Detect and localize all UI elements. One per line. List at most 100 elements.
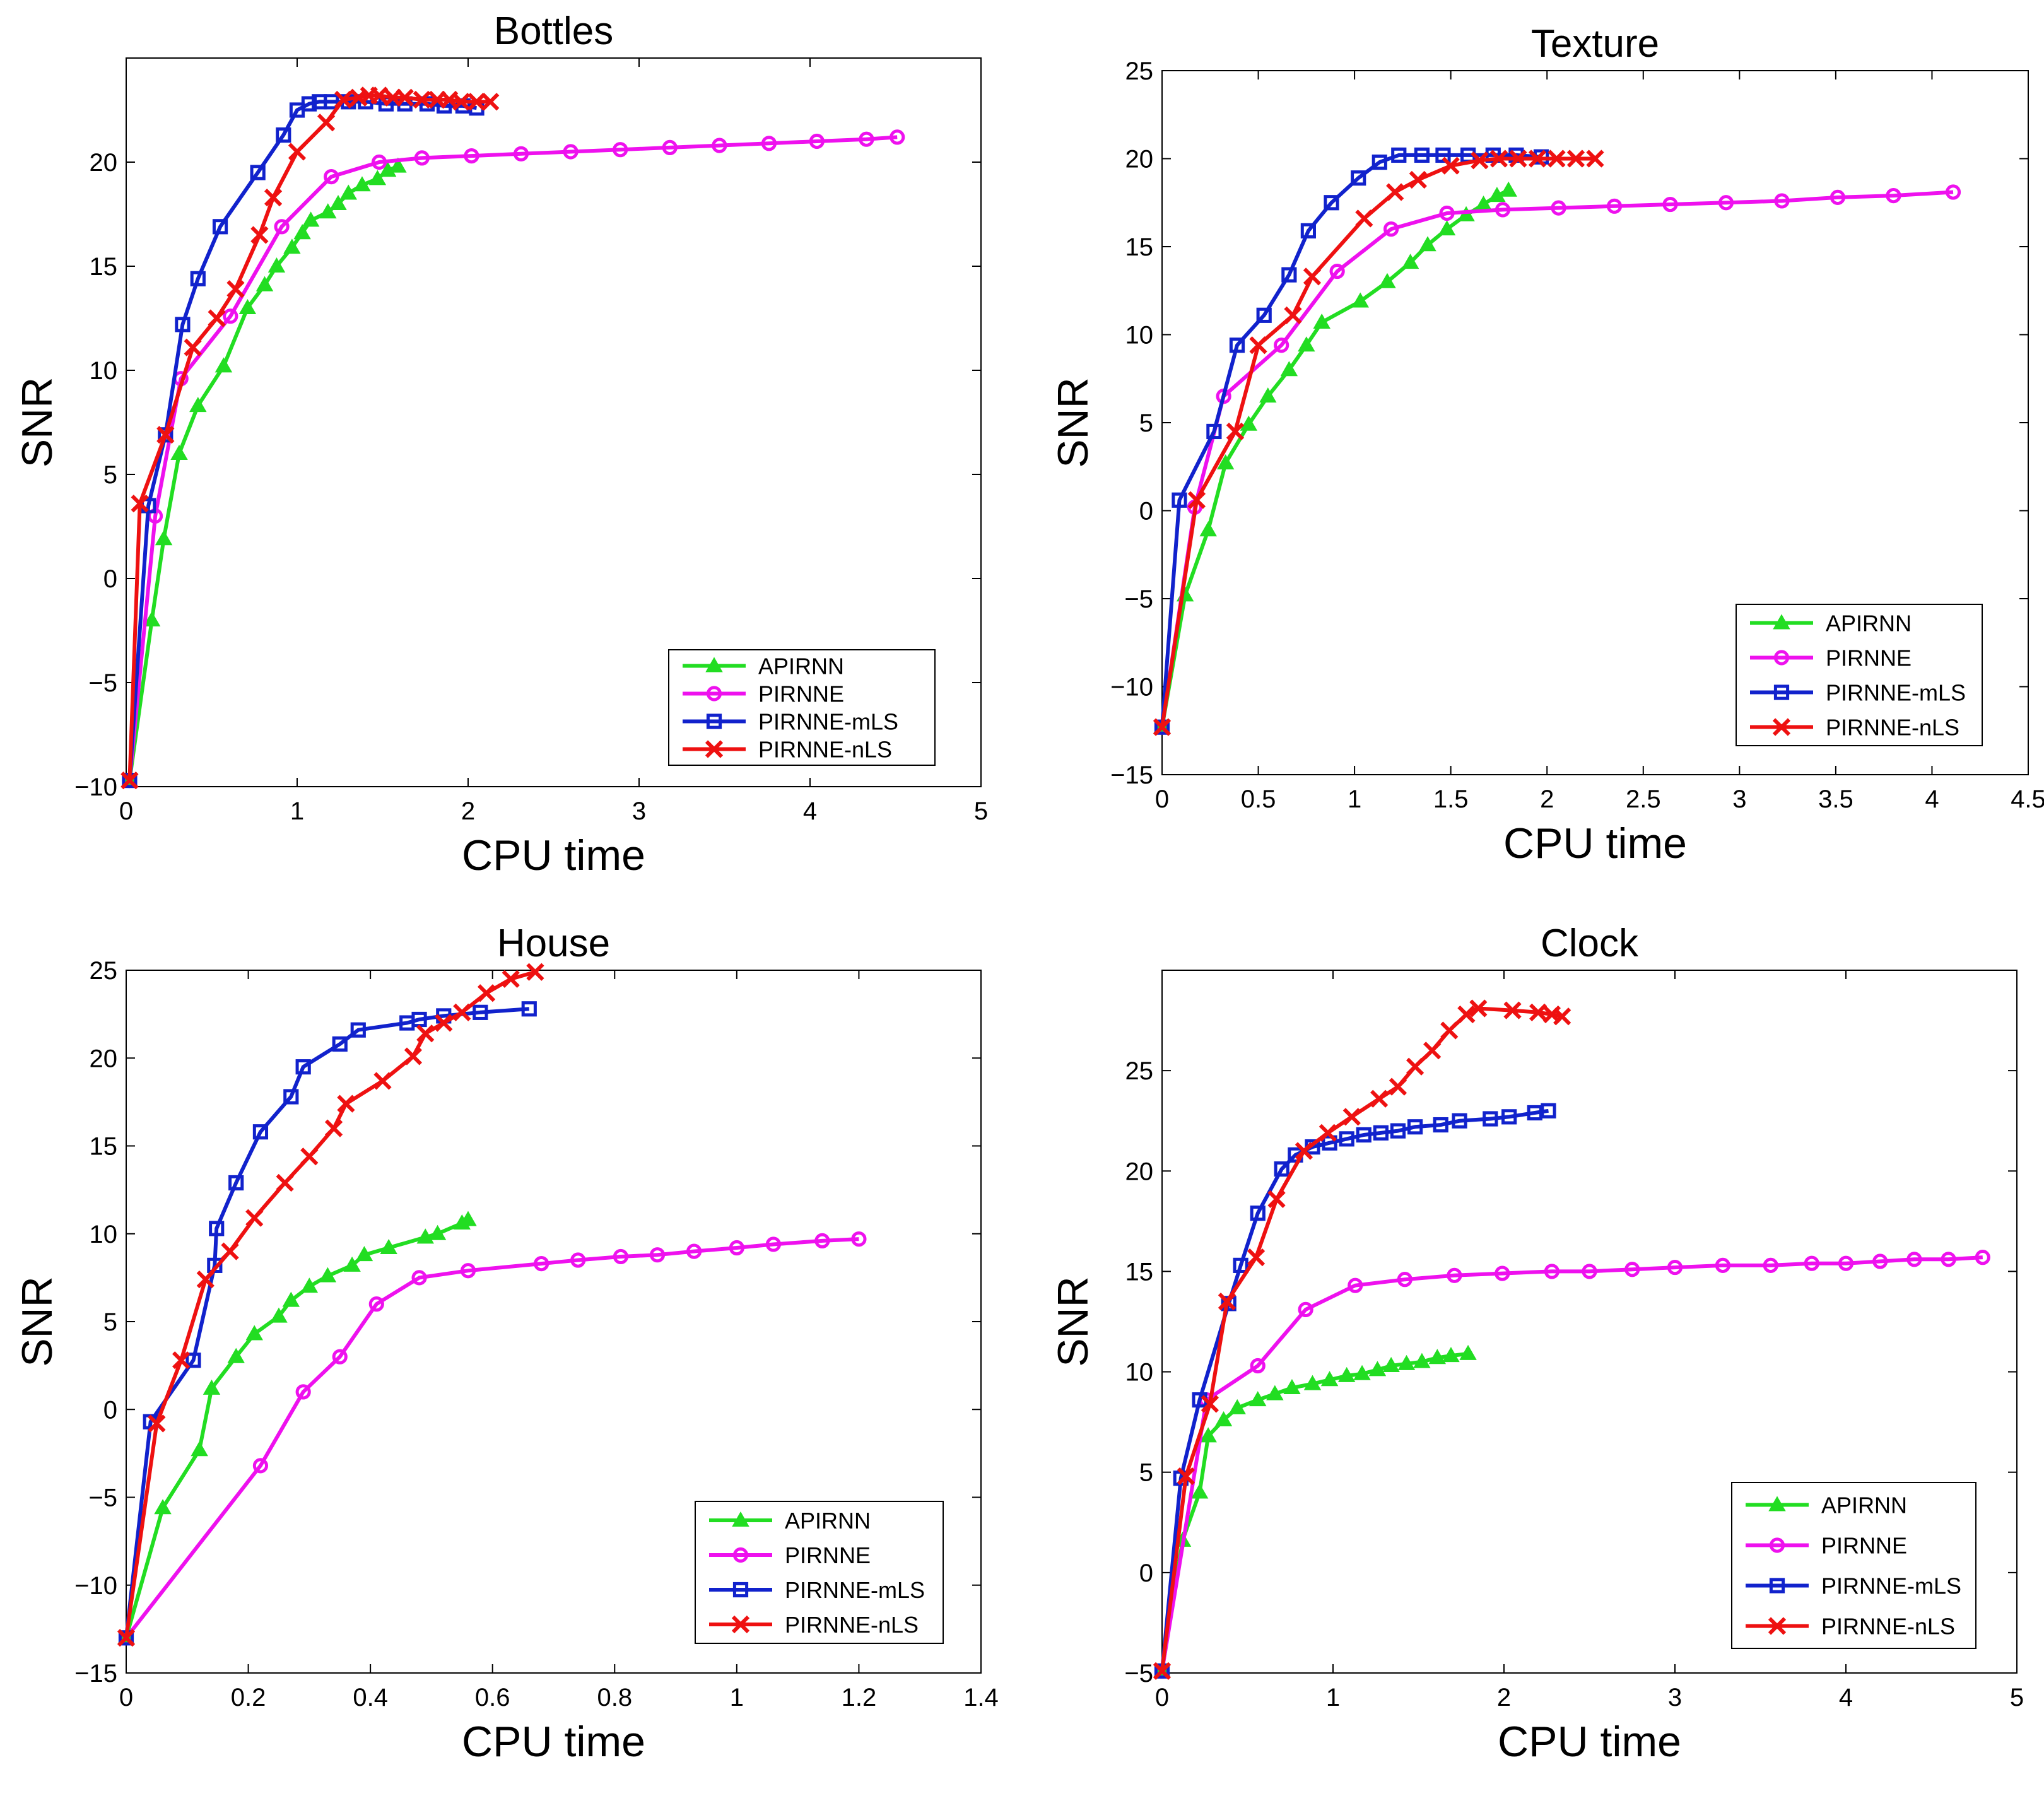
data-point-pirnne — [765, 1236, 782, 1252]
data-point-pirnne-mls — [1414, 147, 1430, 163]
data-point-pirnne — [1975, 1250, 1990, 1265]
data-point-pirnne — [1439, 205, 1455, 221]
data-point-pirnne — [1495, 202, 1511, 218]
data-point-apirnn — [214, 357, 233, 373]
data-point-pirnne — [1662, 196, 1678, 213]
data-point-pirnne-mls — [301, 96, 317, 112]
x-tick-label: 1 — [1326, 1684, 1340, 1711]
data-point-apirnn — [389, 157, 407, 173]
x-tick-label: 5 — [974, 797, 988, 825]
chart-panel-bottles: Bottles 0 1 2 3 4 5 −10 −5 0 5 10 15 20 CPU time SNR API… — [13, 9, 988, 879]
data-point-pirnne-nls — [1249, 336, 1267, 355]
series-pirnne-nls — [1153, 999, 1571, 1680]
data-point-apirnn — [416, 1228, 434, 1244]
data-point-pirnne-nls — [117, 1629, 136, 1647]
data-point-apirnn — [1419, 236, 1436, 252]
data-point-pirnne-nls — [1389, 1077, 1407, 1096]
data-point-pirnne-mls — [175, 317, 191, 332]
data-point-pirnne-nls — [1409, 170, 1427, 189]
data-point-pirnne-mls — [1206, 423, 1222, 440]
legend-item-pirnne: PIRNNE — [1746, 1533, 1907, 1559]
series-line-pirnne-mls — [124, 1007, 530, 1638]
legend-marker-pirnne — [1773, 650, 1790, 666]
data-point-pirnne — [1886, 187, 1901, 204]
data-point-apirnn — [353, 176, 371, 192]
data-point-pirnne — [1298, 1301, 1313, 1318]
data-point-apirnn — [428, 1224, 447, 1240]
data-point-pirnne — [686, 1243, 702, 1259]
x-tick-label: 2 — [1497, 1684, 1511, 1711]
data-point-pirnne — [563, 144, 579, 160]
data-point-pirnne-mls — [1339, 1131, 1354, 1147]
series-line-pirnne-nls — [127, 93, 491, 781]
data-point-pirnne-nls — [1548, 150, 1566, 168]
data-point-pirnne — [1383, 221, 1399, 237]
legend-item-pirnne-mls: PIRNNE-mLS — [1750, 680, 1966, 706]
data-point-pirnne-mls — [1356, 1127, 1371, 1143]
y-tick-label: 10 — [1125, 1359, 1154, 1387]
y-tick-label: −10 — [74, 773, 117, 801]
y-tick-label: −10 — [1110, 674, 1153, 701]
data-point-pirnne-mls — [276, 127, 291, 143]
data-point-pirnne — [414, 150, 430, 166]
data-point-pirnne-mls — [1172, 492, 1187, 508]
y-tick-label: 15 — [1125, 233, 1154, 261]
data-point-pirnne — [570, 1252, 586, 1268]
series-pirnne-nls — [120, 86, 500, 790]
data-point-apirnn — [459, 1211, 477, 1226]
legend-item-pirnne: PIRNNE — [683, 681, 844, 707]
data-point-pirnne — [1582, 1264, 1597, 1279]
data-point-apirnn — [1438, 220, 1456, 236]
data-point-apirnn — [1320, 1371, 1339, 1387]
data-point-pirnne — [1606, 198, 1623, 214]
data-point-apirnn — [1442, 1347, 1460, 1363]
data-point-apirnn — [1459, 1344, 1477, 1360]
x-tick-label: 2 — [1540, 785, 1554, 813]
data-point-pirnne-nls — [1284, 306, 1302, 324]
y-tick-label: 10 — [90, 357, 118, 385]
x-tick-label: 4 — [803, 797, 817, 825]
data-point-pirnne-nls — [370, 86, 389, 105]
data-point-pirnne-nls — [334, 90, 353, 109]
data-point-apirnn — [1413, 1353, 1431, 1368]
data-point-pirnne — [814, 1233, 830, 1248]
legend-marker-pirnne-nls — [705, 740, 724, 758]
legend-label: PIRNNE-mLS — [758, 709, 898, 735]
data-point-apirnn — [238, 298, 257, 314]
y-axis-label: SNR — [13, 1276, 61, 1367]
data-point-apirnn — [245, 1325, 263, 1341]
x-tick-label: 3.5 — [1818, 785, 1853, 813]
data-point-apirnn — [1199, 521, 1217, 537]
legend-item-pirnne-nls: PIRNNE-nLS — [709, 1612, 919, 1638]
data-point-apirnn — [1351, 292, 1369, 308]
data-point-pirnne — [1667, 1259, 1683, 1276]
data-point-apirnn — [1401, 254, 1419, 269]
y-tick-label: −15 — [1110, 761, 1153, 789]
legend-label: APIRNN — [1826, 611, 1912, 637]
data-point-pirnne — [1804, 1255, 1819, 1271]
data-point-pirnne-nls — [196, 1271, 214, 1289]
legend-item-apirnn: APIRNN — [1750, 611, 1912, 637]
data-point-pirnne-nls — [264, 188, 283, 207]
data-point-apirnn — [293, 224, 311, 240]
data-point-pirnne-nls — [226, 280, 245, 298]
data-point-pirnne-nls — [1528, 150, 1547, 168]
legend-label: PIRNNE-mLS — [785, 1577, 925, 1603]
data-point-pirnne-nls — [1153, 718, 1172, 736]
data-point-pirnne — [1348, 1277, 1363, 1293]
data-point-apirnn — [368, 170, 387, 185]
y-tick-label: 0 — [1139, 1559, 1153, 1587]
data-point-apirnn — [1368, 1361, 1387, 1376]
series-pirnne — [122, 129, 905, 789]
data-point-pirnne — [1715, 1257, 1730, 1273]
x-tick-label: 3 — [1732, 785, 1746, 813]
data-point-pirnne-nls — [467, 93, 486, 111]
x-tick-label: 4.5 — [2011, 785, 2044, 813]
data-point-pirnne-mls — [350, 1022, 366, 1038]
data-point-pirnne-mls — [1274, 1161, 1289, 1177]
y-tick-label: 10 — [1125, 322, 1154, 349]
legend-marker-pirnne-nls — [731, 1615, 750, 1634]
data-point-pirnne-nls — [250, 226, 269, 244]
legend-item-pirnne: PIRNNE — [1750, 645, 1912, 671]
data-point-pirnne — [1718, 195, 1734, 211]
